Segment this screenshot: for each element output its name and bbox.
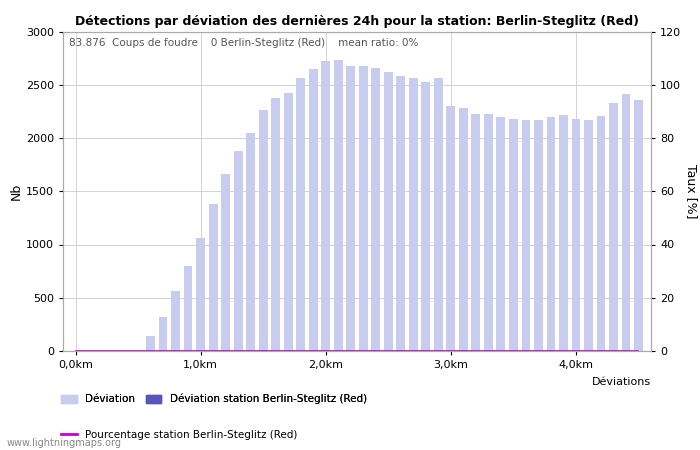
Legend: Déviation, Déviation station Berlin-Steglitz (Red): Déviation, Déviation station Berlin-Steg… [61, 394, 367, 404]
Bar [472, 113, 480, 351]
Bar [334, 60, 342, 351]
Bar [584, 120, 593, 351]
Bar [209, 204, 218, 351]
Bar [272, 98, 280, 351]
Y-axis label: Nb: Nb [10, 183, 23, 200]
Bar [447, 106, 455, 351]
Bar [372, 68, 380, 351]
Bar [172, 291, 180, 351]
Bar [196, 238, 205, 351]
Bar [572, 119, 580, 351]
Bar [509, 119, 518, 351]
Bar [459, 108, 468, 351]
Bar [409, 78, 418, 351]
Bar [547, 117, 555, 351]
Bar [246, 133, 255, 351]
Bar [596, 116, 606, 351]
Text: www.lightningmaps.org: www.lightningmaps.org [7, 438, 122, 448]
Text: Déviations: Déviations [592, 377, 651, 387]
Y-axis label: Taux [%]: Taux [%] [685, 164, 698, 219]
Bar [396, 76, 405, 351]
Bar [284, 93, 293, 351]
Bar [609, 103, 618, 351]
Bar [522, 120, 531, 351]
Bar [234, 151, 242, 351]
Bar [421, 81, 430, 351]
Bar [622, 94, 631, 351]
Bar [183, 266, 192, 351]
Bar [146, 336, 155, 351]
Bar [559, 115, 568, 351]
Bar [534, 120, 542, 351]
Bar [359, 66, 368, 351]
Bar [634, 99, 643, 351]
Bar [346, 66, 355, 351]
Bar [221, 174, 230, 351]
Bar [259, 110, 267, 351]
Title: Détections par déviation des dernières 24h pour la station: Berlin-Steglitz (Red: Détections par déviation des dernières 2… [75, 14, 639, 27]
Bar [434, 78, 442, 351]
Legend: Pourcentage station Berlin-Steglitz (Red): Pourcentage station Berlin-Steglitz (Red… [61, 430, 297, 440]
Bar [384, 72, 393, 351]
Bar [321, 61, 330, 351]
Bar [496, 117, 505, 351]
Bar [484, 113, 493, 351]
Bar [309, 69, 318, 351]
Bar [159, 317, 167, 351]
Bar [296, 78, 305, 351]
Text: 83.876  Coups de foudre    0 Berlin-Steglitz (Red)    mean ratio: 0%: 83.876 Coups de foudre 0 Berlin-Steglitz… [69, 38, 419, 48]
